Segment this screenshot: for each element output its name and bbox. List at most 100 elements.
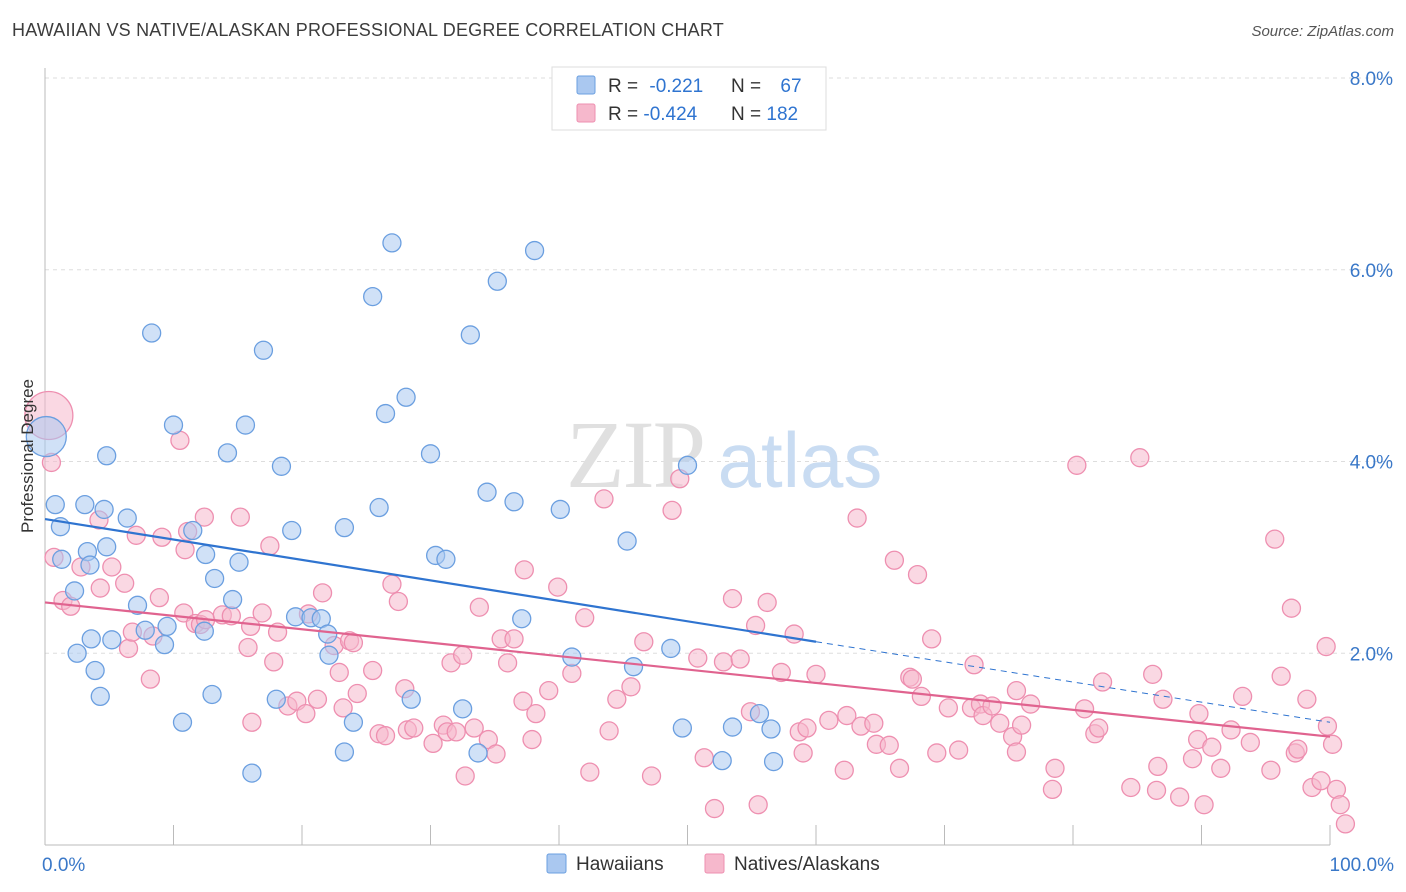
natives-point-75 (562, 663, 582, 684)
natives-point-134 (1074, 699, 1095, 719)
hawaiians-point-11 (90, 686, 110, 707)
hawaiians-point-10 (85, 660, 105, 681)
natives-point-40 (312, 583, 333, 603)
hawaiians-point-66 (623, 657, 644, 677)
natives-point-69 (513, 691, 533, 711)
natives-point-89 (713, 652, 734, 672)
hawaiians-trend-extension (815, 641, 1331, 723)
natives-point-152 (1232, 686, 1253, 707)
natives-point-154 (1261, 760, 1281, 780)
hawaiians-point-60 (504, 492, 524, 512)
natives-point-31 (252, 603, 272, 623)
legend-bottom: Hawaiians Natives/Alaskans (546, 853, 880, 875)
legend-r-label-2: R = (608, 104, 643, 125)
natives-point-128 (1006, 742, 1027, 762)
chart-title: HAWAIIAN VS NATIVE/ALASKAN PROFESSIONAL … (12, 20, 724, 40)
hawaiians-point-71 (722, 717, 743, 737)
y-tick-label-1: 4.0% (1350, 453, 1393, 474)
hawaiians-point-29 (217, 443, 238, 463)
hawaiians-point-69 (677, 455, 698, 475)
natives-point-68 (504, 629, 524, 649)
hawaiians-point-12 (94, 499, 114, 520)
y-tick-label-3: 8.0% (1350, 69, 1393, 90)
legend-bottom-swatch-hawaiians (546, 853, 567, 874)
natives-point-160 (1297, 689, 1317, 709)
hawaiians-point-46 (363, 286, 383, 307)
hawaiians-point-48 (375, 403, 396, 424)
natives-point-165 (1322, 734, 1343, 754)
hawaiians-point-45 (343, 712, 364, 732)
natives-point-72 (526, 704, 546, 724)
hawaiians-point-42 (319, 645, 339, 665)
natives-point-139 (1130, 448, 1150, 468)
natives-point-67 (497, 653, 518, 673)
natives-point-156 (1271, 666, 1291, 686)
hawaiians-point-13 (97, 537, 117, 557)
hawaiians-trend-line (44, 517, 817, 643)
hawaiians-point-22 (163, 415, 184, 435)
natives-point-100 (797, 718, 817, 738)
natives-point-109 (879, 735, 899, 755)
natives-point-110 (884, 550, 905, 570)
natives-point-151 (1221, 720, 1241, 740)
natives-point-88 (704, 798, 725, 819)
natives-point-73 (539, 680, 559, 701)
hawaiians-point-31 (229, 552, 249, 572)
watermark-zip: ZIP (566, 401, 704, 508)
natives-point-144 (1170, 787, 1190, 807)
legend-r-value-2: -0.424 (643, 104, 697, 125)
hawaiians-point-57 (468, 743, 488, 763)
legend-bottom-label-natives: Natives/Alaskans (734, 854, 880, 875)
natives-point-116 (922, 629, 942, 649)
hawaiians-point-28 (204, 568, 225, 589)
natives-point-136 (1089, 718, 1109, 738)
natives-point-114 (907, 564, 928, 585)
hawaiians-point-1 (45, 494, 65, 515)
hawaiians-point-41 (318, 624, 338, 644)
hawaiians-point-30 (222, 589, 243, 610)
hawaiians-point-37 (282, 520, 302, 541)
natives-point-9 (115, 573, 135, 593)
natives-point-111 (889, 758, 910, 778)
natives-point-95 (757, 592, 777, 613)
natives-point-28 (238, 637, 258, 658)
natives-point-46 (347, 683, 367, 704)
natives-point-121 (964, 655, 984, 675)
natives-point-13 (140, 669, 161, 689)
natives-point-117 (927, 743, 947, 763)
natives-point-71 (522, 729, 542, 750)
natives-point-81 (621, 677, 641, 697)
hawaiians-point-56 (460, 325, 480, 345)
hawaiians-point-8 (80, 555, 100, 575)
hawaiians-point-44 (334, 742, 355, 762)
natives-point-82 (634, 632, 654, 652)
natives-point-54 (404, 718, 424, 738)
natives-point-119 (948, 740, 969, 760)
natives-point-157 (1281, 598, 1302, 618)
trend-lines (44, 517, 1331, 738)
natives-point-133 (1067, 455, 1087, 475)
natives-point-49 (375, 726, 396, 746)
natives-point-137 (1092, 672, 1113, 692)
natives-point-10 (118, 638, 139, 659)
hawaiians-point-68 (672, 718, 693, 738)
hawaiians-point-61 (512, 609, 532, 629)
hawaiians-point-25 (194, 621, 214, 641)
hawaiians-point-72 (749, 704, 770, 724)
hawaiians-point-54 (436, 549, 456, 569)
hawaiians-point-21 (157, 616, 177, 637)
natives-point-77 (580, 762, 600, 782)
hawaiians-point-14 (97, 446, 117, 466)
y-tick-label-2: 6.0% (1350, 261, 1393, 282)
hawaiians-point-47 (369, 497, 389, 518)
natives-point-104 (837, 705, 857, 726)
hawaiians-point-9 (81, 629, 101, 649)
series-hawaiians-points (25, 233, 784, 783)
natives-point-87 (694, 748, 714, 768)
hawaiians-point-59 (487, 271, 507, 291)
natives-point-127 (1006, 680, 1027, 701)
natives-point-39 (307, 689, 328, 709)
natives-trend-line (44, 601, 1331, 738)
svg-text:N = 67: N = 67 (731, 76, 802, 97)
legend-bottom-label-hawaiians: Hawaiians (576, 854, 664, 875)
